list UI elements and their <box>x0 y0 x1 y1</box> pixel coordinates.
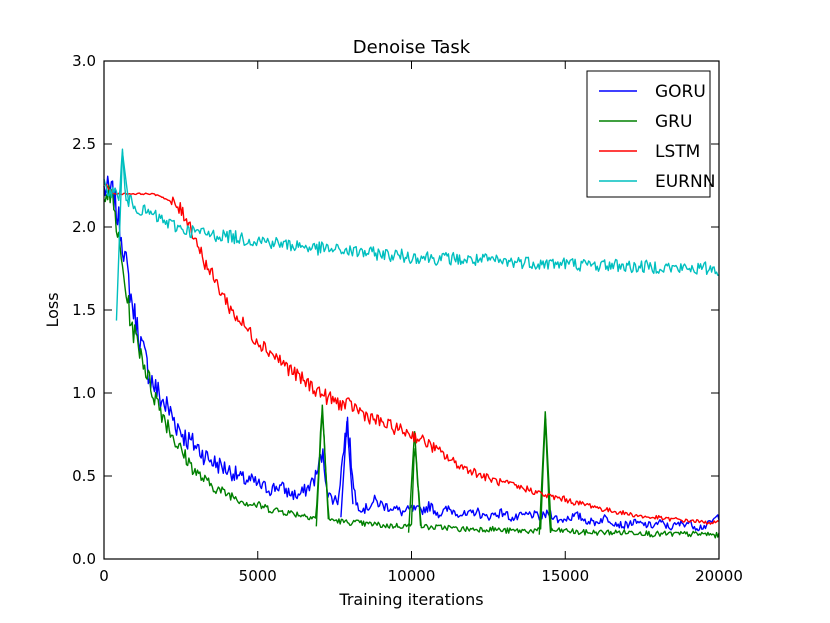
y-tick-label: 2.5 <box>72 135 96 153</box>
series-spike-gru <box>315 404 330 527</box>
plot-lines <box>103 148 720 539</box>
legend-label-eurnn: EURNN <box>655 172 715 192</box>
series-line-goru <box>103 175 720 532</box>
series-line-gru <box>103 184 720 539</box>
series-spike-gru <box>407 431 422 533</box>
axis-ticks: 0 5000 10000 15000 20000 0.0 0.5 1.0 1.5 2.0 2.5 3.… <box>72 52 743 585</box>
x-tick-label: 15000 <box>541 567 589 585</box>
x-tick-label: 5000 <box>239 567 277 585</box>
y-tick-label: 1.0 <box>72 384 96 402</box>
legend-label-goru: GORU <box>655 82 706 102</box>
series-line-eurnn <box>103 148 720 276</box>
y-tick-label: 1.5 <box>72 301 96 319</box>
legend: GORU GRU LSTM EURNN <box>586 70 715 198</box>
chart-title: Denoise Task <box>353 37 471 58</box>
x-tick-label: 10000 <box>388 567 436 585</box>
legend-box <box>586 70 711 198</box>
series-spike-goru <box>340 421 354 518</box>
x-tick-label: 20000 <box>695 567 743 585</box>
y-tick-label: 2.0 <box>72 218 96 236</box>
x-tick-label: 0 <box>99 567 109 585</box>
legend-label-gru: GRU <box>655 112 692 132</box>
y-axis-title: Loss <box>43 292 62 327</box>
series-line-lstm <box>103 181 720 525</box>
series-spike-eurnn <box>115 152 130 321</box>
y-tick-label: 3.0 <box>72 52 96 70</box>
legend-label-lstm: LSTM <box>655 142 700 162</box>
y-tick-label: 0.0 <box>72 550 96 568</box>
x-axis-title: Training iterations <box>338 590 483 609</box>
y-tick-label: 0.5 <box>72 467 96 485</box>
